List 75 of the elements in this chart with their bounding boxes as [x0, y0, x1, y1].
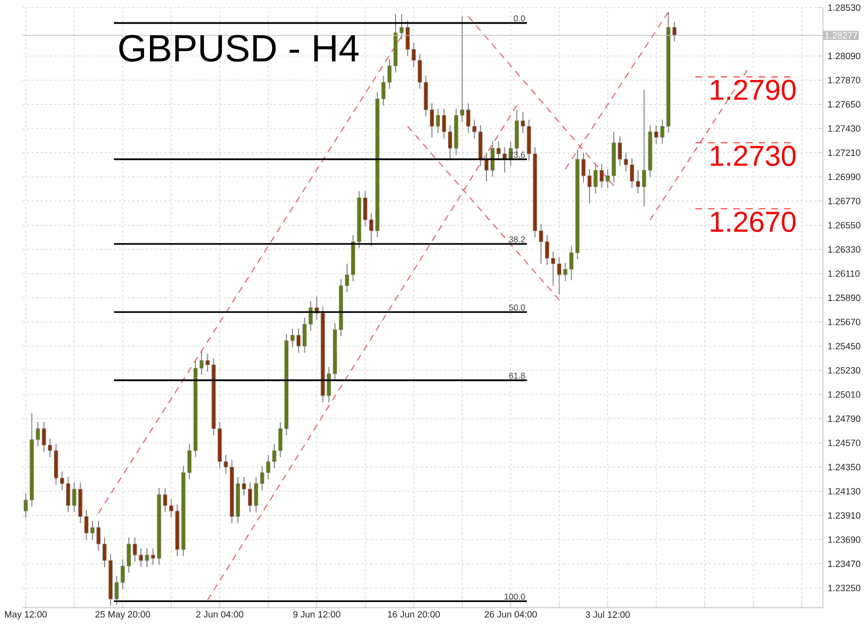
y-tick-label: 1.23910	[828, 512, 860, 519]
x-tick-label: 9 Jun 12:00	[293, 611, 340, 618]
y-tick-label: 1.26770	[828, 198, 860, 204]
candlestick	[442, 108, 446, 139]
y-tick-label: 1.24350	[828, 464, 860, 470]
candlestick	[636, 170, 640, 194]
y-tick-label: 1.27650	[828, 101, 860, 108]
candlestick	[90, 520, 94, 540]
y-tick-label: 1.28530	[828, 4, 860, 11]
y-tick-label: 1.23250	[828, 584, 860, 592]
candlestick	[102, 537, 107, 568]
y-tick-label: 1.26990	[828, 174, 860, 180]
x-tick-label: May 12:00	[5, 611, 47, 620]
candlestick	[624, 152, 628, 172]
candlestick	[187, 444, 192, 480]
candlestick	[48, 438, 52, 458]
candlestick	[381, 75, 386, 106]
y-tick-label: 1.25450	[828, 343, 860, 350]
candlestick	[242, 476, 246, 496]
candlestick	[436, 108, 440, 134]
annotation: 50.0	[509, 304, 525, 311]
candlestick	[144, 548, 149, 568]
y-tick-label: 1.28090	[828, 52, 860, 60]
ref-line-label: 1.28277	[825, 32, 858, 39]
y-tick-label: 1.24570	[828, 440, 860, 446]
candlestick	[588, 168, 592, 204]
y-tick-label: 1.23470	[828, 560, 860, 568]
x-tick-label: 2 Jun 04:00	[196, 611, 244, 618]
text: GBPUSD - H4	[119, 34, 359, 62]
y-tick-label: 1.26330	[828, 246, 860, 253]
annotation: 61.8	[509, 372, 525, 379]
x-tick-label: 16 Jun 20:00	[388, 611, 440, 618]
candlestick	[302, 317, 307, 354]
y-tick-label: 1.26550	[828, 222, 860, 229]
ref-line-label: 1.2670	[710, 212, 796, 232]
annotation: 100.0	[504, 594, 525, 600]
candlestick	[672, 22, 676, 42]
x-tick-label: 3 Jul 12:00	[586, 611, 630, 618]
y-tick-label: 1.25890	[828, 294, 860, 302]
candlestick	[96, 520, 100, 552]
candlestick	[345, 263, 350, 293]
candlestick	[581, 152, 586, 183]
y-tick-label: 1.27870	[828, 77, 860, 84]
candlestick	[42, 422, 46, 452]
ref-line-label: 1.2790	[710, 80, 796, 100]
y-tick-label: 1.25010	[828, 391, 860, 398]
ref-line-label: 1.2730	[710, 146, 796, 166]
annotation: 38.2	[509, 236, 525, 242]
y-tick-label: 1.27210	[828, 150, 860, 156]
candlestick	[60, 471, 64, 491]
candlestick	[484, 152, 488, 182]
candlestick	[430, 102, 434, 138]
candlestick	[539, 224, 544, 264]
candlestick	[400, 14, 404, 40]
y-tick-label: 1.25230	[828, 367, 860, 374]
candlestick	[296, 328, 301, 354]
candlestick	[448, 124, 452, 160]
y-tick-label: 1.23690	[828, 536, 860, 543]
annotation: 0.0	[514, 16, 525, 22]
candlestick	[630, 158, 634, 188]
x-tick-label: 25 May 20:00	[95, 611, 150, 620]
x-tick-label: 26 Jun 04:00	[484, 611, 537, 618]
y-tick-label: 1.25670	[828, 318, 860, 326]
candlestick	[496, 141, 501, 161]
y-tick-label: 1.27430	[828, 125, 860, 132]
y-tick-label: 1.26110	[828, 270, 860, 277]
candlestick	[200, 351, 204, 376]
candlestick	[138, 548, 143, 568]
y-tick-label: 1.24790	[828, 416, 860, 422]
candlestick	[151, 548, 156, 566]
candlestick	[387, 58, 392, 90]
y-tick-label: 1.24130	[828, 488, 860, 495]
candlestick	[290, 328, 294, 348]
candlestick	[248, 482, 252, 513]
candlestick	[490, 141, 495, 178]
